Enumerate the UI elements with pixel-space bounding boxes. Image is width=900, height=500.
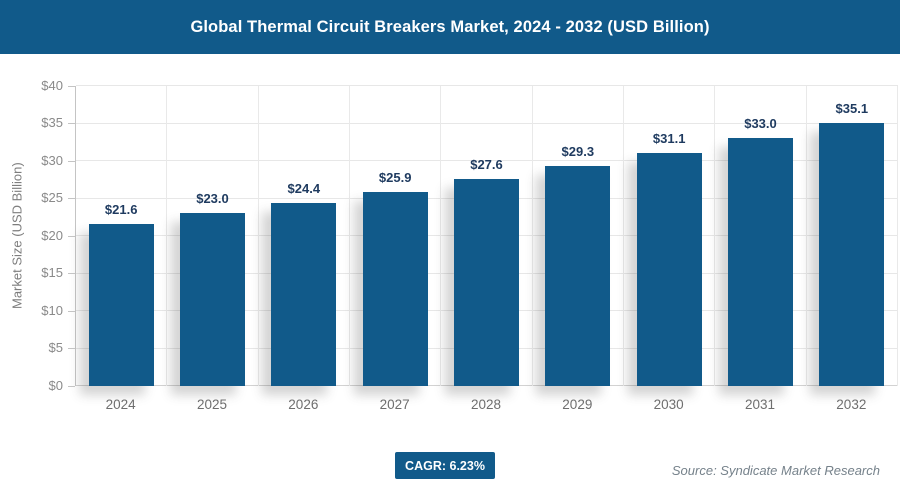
bar-value-label: $35.1	[835, 101, 869, 116]
bar-value-label: $21.6	[104, 202, 138, 217]
chart-title-bar: Global Thermal Circuit Breakers Market, …	[0, 0, 900, 54]
bar-value-label: $33.0	[744, 116, 777, 131]
gridline-horizontal	[76, 85, 898, 86]
x-tick-label: 2030	[653, 397, 684, 412]
bar-value-label: $29.3	[561, 144, 595, 159]
x-tick-label: 2029	[562, 397, 593, 412]
bar-value-label: $23.0	[196, 191, 229, 206]
y-tick-label: $20	[41, 228, 63, 243]
bar-slot: $25.9	[350, 86, 442, 386]
x-tick-label: 2024	[105, 397, 136, 412]
y-tick-label: $0	[48, 378, 63, 393]
bar	[453, 179, 519, 386]
y-tick-mark	[68, 386, 75, 387]
x-tick-label: 2025	[196, 397, 228, 412]
bar-slot: $29.3	[533, 86, 624, 386]
y-tick-label: $35	[41, 115, 63, 130]
y-tick-label: $10	[41, 303, 63, 318]
y-tick-mark	[68, 311, 75, 312]
bar-slot: $33.0	[715, 86, 807, 386]
bar-slot: $31.1	[624, 86, 716, 386]
bar-slot: $23.0	[167, 86, 259, 386]
x-tick-label: 2028	[470, 397, 502, 412]
y-tick-mark	[68, 161, 75, 162]
bar	[179, 213, 245, 386]
bar-slot: $27.6	[441, 86, 533, 386]
cagr-badge: CAGR: 6.23%	[395, 452, 495, 479]
bar	[545, 166, 611, 386]
y-tick-label: $5	[48, 340, 63, 355]
x-tick-label: 2027	[379, 397, 410, 412]
bar-value-label: $31.1	[652, 131, 686, 146]
plot-area: $21.6 $23.0 $24.4 $25.9 $27.6 $29.3 $31.1 $33.0…	[75, 85, 898, 386]
bar	[727, 138, 793, 386]
bar-value-label: $27.6	[470, 157, 503, 172]
bar	[636, 153, 702, 386]
gridline-horizontal	[76, 122, 898, 124]
bar-slot: $24.4	[259, 86, 350, 386]
bar-slot: $21.6	[76, 86, 168, 386]
y-tick-mark	[68, 236, 75, 237]
source-note: Source: Syndicate Market Research	[671, 463, 880, 478]
bar-slot: $35.1	[807, 86, 898, 386]
bar-value-label: $25.9	[378, 170, 412, 185]
bar	[271, 203, 337, 386]
bar-value-label: $24.4	[287, 181, 321, 196]
x-tick-label: 2026	[288, 397, 319, 412]
y-tick-label: $30	[41, 153, 63, 168]
bar	[88, 224, 154, 386]
y-tick-mark	[68, 123, 75, 124]
bar	[819, 123, 885, 386]
y-tick-mark	[68, 198, 75, 199]
chart-title: Global Thermal Circuit Breakers Market, …	[190, 17, 710, 36]
x-tick-label: 2032	[836, 397, 867, 412]
y-tick-label: $40	[41, 78, 63, 93]
y-tick-mark	[68, 348, 75, 349]
gridline-horizontal	[76, 160, 898, 161]
bar	[362, 192, 428, 386]
y-tick-label: $15	[41, 265, 63, 280]
x-tick-label: 2031	[744, 397, 776, 412]
y-tick-label: $25	[41, 190, 63, 205]
y-tick-mark	[68, 273, 75, 274]
y-tick-mark	[68, 86, 75, 87]
